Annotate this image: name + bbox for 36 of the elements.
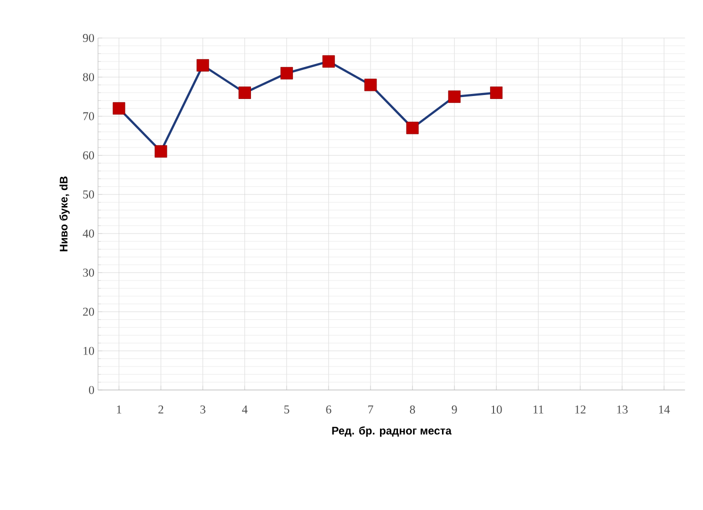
y-tick-label: 70 [83,112,94,120]
x-tick-label: 9 [452,406,457,414]
point [280,66,293,80]
x-tick-label: 4 [242,406,248,414]
y-tick-label: 30 [83,268,94,277]
y-tick-label: 10 [84,346,94,355]
x-tick-label: 12 [575,406,586,414]
x-tick-label: 8 [410,406,415,414]
y-tick-label: 60 [83,151,94,160]
y-axis-title: Ниво буке, dB [59,176,70,252]
x-tick-label: 1 [117,406,122,414]
x-tick-label: 2 [158,406,164,414]
x-tick-label: 14 [659,406,670,414]
point [322,55,335,68]
y-tick-label: 90 [82,34,94,42]
point [154,145,168,158]
x-tick-label: 13 [617,406,628,414]
y-tick-label: 80 [82,73,94,82]
x-tick-label: 10 [491,406,502,414]
y-tick-label: 40 [82,230,94,238]
point [196,59,210,72]
x-axis-title: Ред. бр. радног места [332,426,452,437]
x-tick-label: 7 [368,406,374,414]
point [112,102,126,115]
x-tick-label: 3 [200,406,206,414]
point [406,122,419,134]
point [448,90,461,103]
point [238,86,251,99]
y-tick-label: 50 [83,190,94,198]
point [364,78,377,92]
y-tick-label: 20 [83,308,94,316]
x-tick-label: 11 [534,406,544,414]
x-tick-label: 5 [284,406,290,414]
point [490,86,503,99]
y-tick-label: 0 [88,386,94,394]
x-tick-label: 6 [326,406,332,414]
